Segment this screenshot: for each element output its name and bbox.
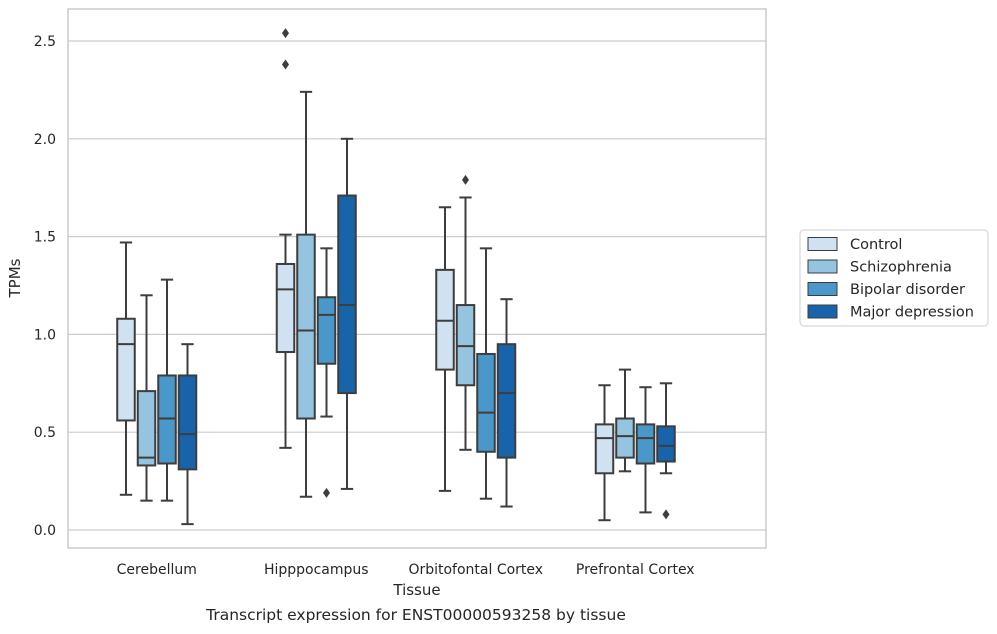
box-2-0 <box>435 206 455 492</box>
legend-frame <box>799 229 989 327</box>
box-2-3 <box>496 298 517 508</box>
y-tick-label: 0.0 <box>34 523 56 539</box>
outlier-point <box>323 487 330 498</box>
box-0-3 <box>177 343 198 526</box>
legend-swatch <box>807 282 838 296</box>
x-tick-labels: Cerebellum Hipppocampus Orbitofontal Corte… <box>117 562 695 578</box>
outlier-point <box>662 509 670 520</box>
box-series <box>116 28 676 526</box>
outlier-point <box>282 59 289 70</box>
iqr-box <box>635 423 656 465</box>
legend-label: Bipolar disorder <box>850 282 965 298</box>
iqr-box <box>337 194 357 395</box>
y-tick-label: 0.5 <box>34 425 56 441</box>
box-3-3 <box>656 382 676 520</box>
legend-item: Bipolar disorder <box>807 282 965 298</box>
box-3-0 <box>594 384 615 522</box>
legend-swatch <box>807 304 838 319</box>
iqr-box <box>615 417 635 459</box>
y-tick-label: 1.5 <box>34 230 56 246</box>
x-tick-label: Orbitofontal Cortex <box>408 562 543 578</box>
legend-item: Schizophrenia <box>807 259 952 276</box>
iqr-box <box>476 352 496 453</box>
y-tick-label: 2.5 <box>34 34 56 50</box>
legend-label: Major depression <box>850 305 974 321</box>
x-tick-label: Hipppocampus <box>264 562 369 578</box>
legend: Control Schizophrenia Bipolar disorder Majo… <box>799 229 989 327</box>
box-2-2 <box>476 247 496 500</box>
outlier-point <box>282 28 289 39</box>
iqr-box <box>116 317 136 422</box>
box-3-2 <box>635 386 656 514</box>
box-1-2 <box>316 247 337 498</box>
legend-item: Control <box>807 237 902 253</box>
y-tick-label: 1.0 <box>34 327 56 343</box>
iqr-box <box>594 423 615 475</box>
box-1-3 <box>337 137 357 490</box>
iqr-box <box>496 343 517 459</box>
legend-swatch <box>807 259 838 274</box>
iqr-box <box>656 425 676 463</box>
iqr-box <box>316 296 337 365</box>
box-2-1 <box>455 174 476 451</box>
box-3-1 <box>615 368 635 473</box>
box-1-0 <box>275 28 296 449</box>
box-0-2 <box>157 278 177 502</box>
y-axis-label: TPMs <box>6 258 24 298</box>
plot-area-frame <box>67 8 767 549</box>
legend-swatch <box>807 237 838 251</box>
box-0-1 <box>136 294 157 502</box>
box-0-0 <box>116 241 136 496</box>
legend-item: Major depression <box>807 304 974 321</box>
x-tick-label: Prefrontal Cortex <box>576 562 695 578</box>
y-tick-label: 2.0 <box>34 132 56 148</box>
x-tick-label: Cerebellum <box>117 562 197 578</box>
legend-label: Control <box>850 237 902 253</box>
outlier-point <box>462 174 469 185</box>
figure-caption: Transcript expression for ENST0000059325… <box>206 606 626 624</box>
iqr-box <box>296 233 316 420</box>
legend-label: Schizophrenia <box>850 260 952 276</box>
iqr-box <box>177 374 198 471</box>
iqr-box <box>136 390 157 467</box>
iqr-box <box>275 262 296 354</box>
x-axis-label: Tissue <box>392 581 440 599</box>
y-tick-labels: 0.0 0.5 1.0 1.5 2.0 2.5 <box>34 34 56 539</box>
box-1-1 <box>296 90 316 498</box>
